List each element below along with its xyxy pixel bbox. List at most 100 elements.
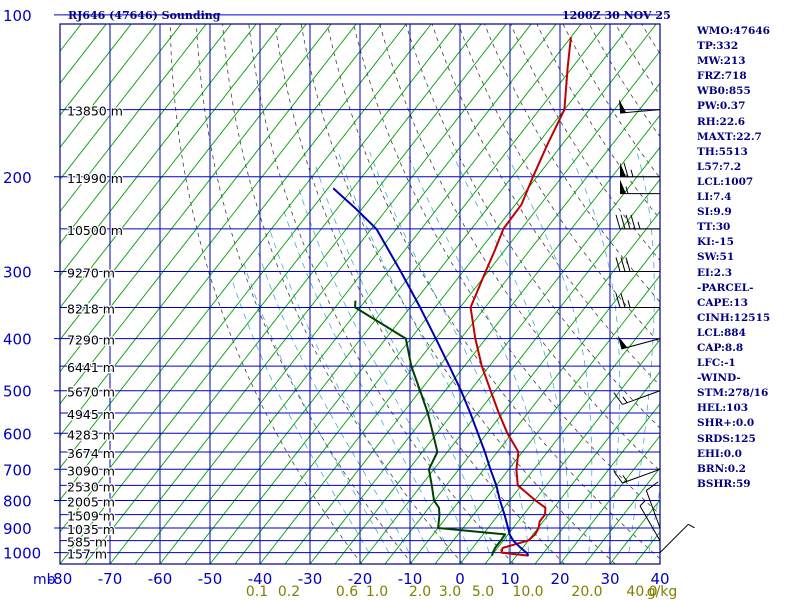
- pressure-tick-label: 900: [3, 520, 32, 538]
- isotherm: [60, 24, 357, 405]
- moist-adiabat: [406, 152, 550, 553]
- mixing-ratio-unit-label: g/kg: [647, 584, 678, 600]
- mixing-ratio-label: 20.0: [571, 584, 602, 600]
- isotherm: [134, 24, 557, 564]
- wind-barb: [639, 500, 661, 541]
- mixing-ratio-label: 5.0: [472, 584, 494, 600]
- dry-adiabat: [248, 24, 515, 564]
- temperature-tick-label: 30: [600, 570, 619, 588]
- moist-adiabat: [569, 152, 621, 553]
- wind-barb-staff: [621, 338, 661, 350]
- pressure-tick-label: 400: [3, 331, 32, 349]
- dry-adiabat: [274, 24, 565, 564]
- index-line: FRZ:718: [697, 70, 747, 83]
- temperature-tick-label: -80: [48, 570, 73, 588]
- pressure-tick-label: 700: [3, 461, 32, 479]
- index-line: -PARCEL-: [697, 281, 754, 294]
- isotherm: [60, 24, 432, 501]
- isotherm: [60, 24, 457, 533]
- isotherm: [184, 24, 607, 564]
- wind-barb: [620, 162, 660, 178]
- wind-barb-pennant: [617, 335, 628, 349]
- height-label: 585 m: [67, 535, 107, 550]
- index-line: EHI:0.0: [697, 447, 742, 460]
- temperature-tick-label: -40: [248, 570, 273, 588]
- wind-barb-flag: [620, 293, 626, 308]
- mixing-ratio-label: 0.1: [246, 584, 268, 600]
- index-line: STM:278/16: [697, 387, 769, 400]
- mixing-ratio-label: 0.6: [336, 584, 358, 600]
- height-label: 11990 m: [67, 171, 123, 186]
- index-line: RH:22.6: [697, 115, 746, 128]
- isotherm: [60, 24, 232, 245]
- isotherm: [60, 24, 482, 564]
- index-line: EI:2.3: [697, 266, 733, 279]
- wind-barb-flag: [613, 392, 623, 405]
- isotherm: [459, 306, 660, 564]
- moist-adiabat: [315, 164, 490, 553]
- index-line: MW:213: [697, 55, 746, 68]
- wind-barb-flag: [625, 214, 631, 230]
- height-label: 157 m: [67, 547, 107, 562]
- wind-barb-staff: [622, 468, 661, 484]
- wind-barb-half-flag: [625, 186, 629, 194]
- wind-barb-flag: [615, 214, 621, 230]
- wind-barb-half-flag: [622, 396, 628, 404]
- isotherm: [234, 24, 657, 564]
- index-line: KI:-15: [697, 236, 734, 249]
- temperature-tick-label: 0: [455, 570, 465, 588]
- height-label: 13850 m: [67, 104, 123, 119]
- temperature-tick-label: 40: [650, 570, 669, 588]
- wind-barb: [659, 523, 695, 553]
- index-line: LFC:-1: [697, 357, 736, 370]
- isotherm: [109, 24, 532, 564]
- isotherm: [209, 24, 632, 564]
- wind-barb: [615, 257, 660, 272]
- index-line: LCL:884: [697, 326, 746, 339]
- wind-barb-flag: [613, 470, 623, 484]
- grid: [54, 14, 661, 565]
- wind-barb: [613, 390, 661, 405]
- isotherm: [359, 178, 660, 564]
- wind-barb: [618, 99, 661, 114]
- index-line: WB0:855: [697, 85, 751, 98]
- pressure-tick-label: 300: [3, 263, 32, 281]
- isotherm: [559, 435, 660, 564]
- isotherm: [60, 24, 332, 373]
- pressure-tick-label: 500: [3, 383, 32, 401]
- moist-adiabat: [628, 152, 655, 553]
- height-label: 9270 m: [67, 265, 115, 280]
- index-line: LCL:1007: [697, 175, 754, 188]
- wind-barb-flag: [625, 257, 631, 272]
- wind-barb-flag: [620, 257, 626, 272]
- isotherm: [60, 24, 182, 181]
- isotherm: [60, 24, 132, 117]
- wind-barb-half-flag: [627, 300, 631, 308]
- wind-barb-pennant: [618, 99, 627, 114]
- height-label: 2005 m: [67, 494, 115, 509]
- mixing-ratio-label: 3.0: [439, 584, 461, 600]
- index-line: TP:332: [697, 40, 739, 53]
- wind-barb-flag: [630, 214, 636, 230]
- dry-adiabat: [431, 24, 660, 387]
- temperature-tick-label: -30: [298, 570, 323, 588]
- index-line: CAPE:13: [697, 296, 748, 309]
- mixing-ratio-label: 1.0: [366, 584, 388, 600]
- isotherm: [60, 24, 407, 469]
- pressure-tick-label: 600: [3, 425, 32, 443]
- wind-barb-flag: [623, 162, 629, 177]
- index-line: CAP:8.8: [697, 341, 744, 354]
- wind-barb-staff: [639, 505, 661, 541]
- pressure-tick-label: 800: [3, 492, 32, 510]
- dry-adiabat: [222, 24, 464, 564]
- index-line: BSHR:59: [697, 477, 751, 490]
- dry-adiabat: [484, 24, 660, 303]
- height-label: 3674 m: [67, 446, 115, 461]
- pressure-tick-label: 1000: [3, 545, 41, 563]
- height-label: 1509 m: [67, 509, 115, 524]
- index-line: SI:9.9: [697, 206, 732, 219]
- index-line: SW:51: [697, 251, 735, 264]
- isotherm: [259, 50, 660, 564]
